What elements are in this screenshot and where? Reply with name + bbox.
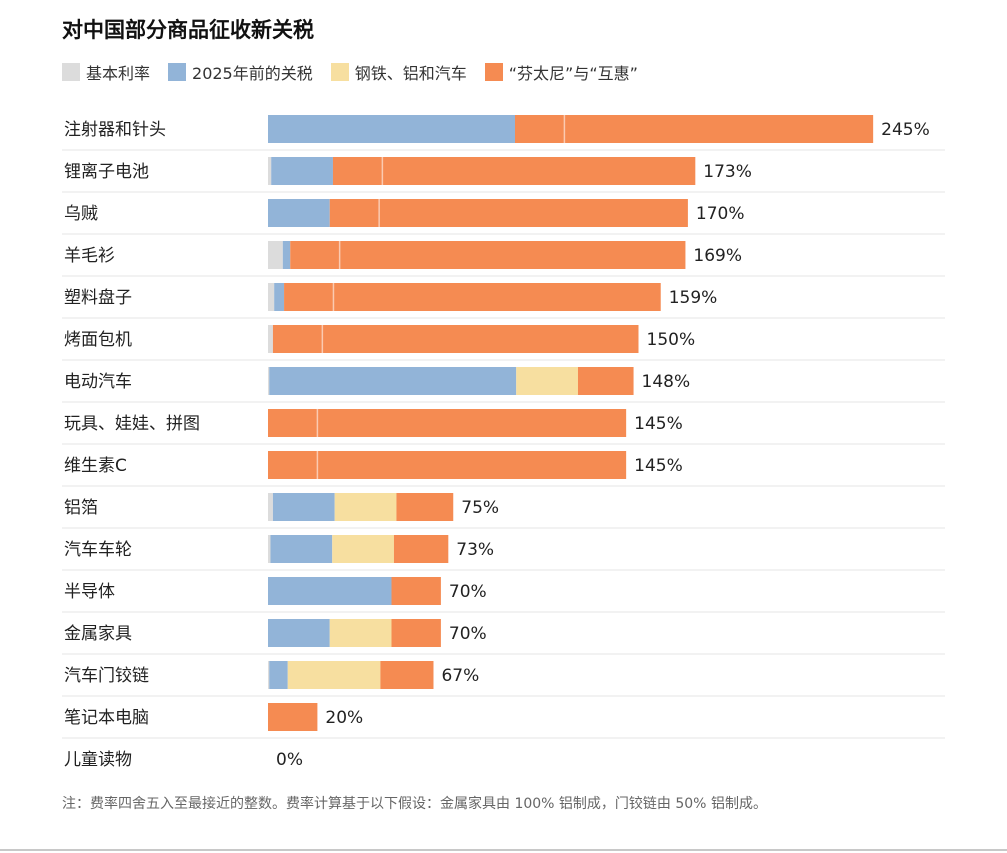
total-label: 145% xyxy=(634,456,683,476)
total-label: 148% xyxy=(642,372,691,392)
bar-segment-series-1 xyxy=(269,661,288,689)
chart-legend: 基本利率 2025年前的关税 钢铁、铝和汽车 “芬太尼”与“互惠” xyxy=(62,60,638,84)
bar-segment-series-3 xyxy=(391,619,441,647)
category-label: 玩具、娃娃、拼图 xyxy=(64,414,200,434)
bar-segment-series-0 xyxy=(268,325,273,353)
bar-segment-series-1 xyxy=(270,535,333,563)
total-label: 150% xyxy=(647,330,696,350)
bar-segment-series-0 xyxy=(268,157,272,185)
bar-segment-series-3 xyxy=(391,577,441,605)
bar-segment-series-3 xyxy=(329,199,688,227)
legend-label-steel-aluminum-auto: 钢铁、铝和汽车 xyxy=(354,64,467,83)
total-label: 20% xyxy=(325,708,363,728)
category-label: 羊毛衫 xyxy=(64,246,115,266)
legend-swatch-pre-2025 xyxy=(168,63,187,81)
bar-segment-series-1 xyxy=(268,619,330,647)
category-label: 烤面包机 xyxy=(64,330,132,350)
bar-segment-series-1 xyxy=(274,283,285,311)
legend-item-fentanyl-reciprocal: “芬太尼”与“互惠” xyxy=(484,60,638,84)
bar-segment-series-3 xyxy=(272,325,639,353)
total-label: 169% xyxy=(693,246,742,266)
category-label: 儿童读物 xyxy=(64,750,132,770)
bar-segment-series-2 xyxy=(516,367,578,395)
total-label: 70% xyxy=(449,582,487,602)
bar-segment-series-3 xyxy=(332,157,696,185)
legend-swatch-base-rate xyxy=(62,63,80,81)
bar-segment-series-2 xyxy=(329,619,392,647)
bar-segment-series-3 xyxy=(515,115,874,143)
category-label: 乌贼 xyxy=(64,204,98,224)
category-label: 汽车车轮 xyxy=(64,540,132,560)
bar-segment-series-3 xyxy=(268,703,318,731)
bar-segment-series-0 xyxy=(268,535,271,563)
bar-segment-series-0 xyxy=(268,493,273,521)
category-label: 维生素C xyxy=(64,456,127,476)
category-label: 金属家具 xyxy=(64,624,132,644)
bar-segment-series-3 xyxy=(380,661,434,689)
total-label: 159% xyxy=(669,288,718,308)
total-label: 245% xyxy=(881,120,930,140)
category-label: 注射器和针头 xyxy=(64,120,166,140)
bar-segment-series-0 xyxy=(268,367,270,395)
total-label: 73% xyxy=(456,540,494,560)
total-label: 170% xyxy=(696,204,745,224)
bar-segment-series-1 xyxy=(269,367,517,395)
chart-note: 注：费率四舍五入至最接近的整数。费率计算基于以下假设：金属家具由 100% 铝制… xyxy=(62,796,767,812)
legend-swatch-steel-aluminum-auto xyxy=(330,63,349,81)
bar-segment-series-2 xyxy=(334,493,397,521)
total-label: 70% xyxy=(449,624,487,644)
bar-segment-series-1 xyxy=(268,199,330,227)
legend-label-fentanyl-reciprocal: “芬太尼”与“互惠” xyxy=(508,64,638,83)
legend-label-base-rate: 基本利率 xyxy=(86,64,151,83)
category-label: 半导体 xyxy=(64,582,115,602)
bar-chart: 注射器和针头 245% 锂离子电池 173% 乌贼 170% 羊毛衫 169% 塑料盘子 159%… xyxy=(62,115,945,770)
legend-swatch-fentanyl-reciprocal xyxy=(484,63,503,81)
bar-segment-series-2 xyxy=(287,661,381,689)
bar-segment-series-3 xyxy=(290,241,686,269)
chart-title: 对中国部分商品征收新关税 xyxy=(62,18,314,42)
bar-segment-series-3 xyxy=(268,409,627,437)
bar-segment-series-3 xyxy=(393,535,449,563)
bar-segment-series-3 xyxy=(284,283,661,311)
category-label: 汽车门铰链 xyxy=(64,666,149,686)
bar-segment-series-0 xyxy=(268,241,283,269)
total-label: 145% xyxy=(634,414,683,434)
bar-segment-series-1 xyxy=(268,115,515,143)
category-label: 笔记本电脑 xyxy=(64,708,149,728)
bar-segment-series-1 xyxy=(272,493,335,521)
category-label: 电动汽车 xyxy=(64,372,132,392)
bar-segment-series-1 xyxy=(282,241,291,269)
category-label: 塑料盘子 xyxy=(64,288,132,308)
legend-item-pre-2025: 2025年前的关税 xyxy=(168,60,313,84)
legend-item-steel-aluminum-auto: 钢铁、铝和汽车 xyxy=(330,60,467,84)
bar-segment-series-0 xyxy=(268,661,270,689)
bar-segment-series-1 xyxy=(268,577,392,605)
category-label: 铝箔 xyxy=(64,498,98,518)
legend-label-pre-2025: 2025年前的关税 xyxy=(192,64,313,83)
legend-item-base-rate: 基本利率 xyxy=(62,60,150,84)
total-label: 67% xyxy=(441,666,479,686)
bar-segment-series-2 xyxy=(332,535,394,563)
bar-segment-series-3 xyxy=(577,367,634,395)
bar-segment-series-3 xyxy=(268,451,627,479)
bar-segment-series-1 xyxy=(271,157,333,185)
bar-segment-series-3 xyxy=(396,493,454,521)
total-label: 173% xyxy=(703,162,752,182)
bottom-divider xyxy=(0,849,1007,851)
category-label: 锂离子电池 xyxy=(64,162,149,182)
total-label: 75% xyxy=(461,498,499,518)
total-label: 0% xyxy=(276,750,303,770)
bar-segment-series-0 xyxy=(268,283,275,311)
